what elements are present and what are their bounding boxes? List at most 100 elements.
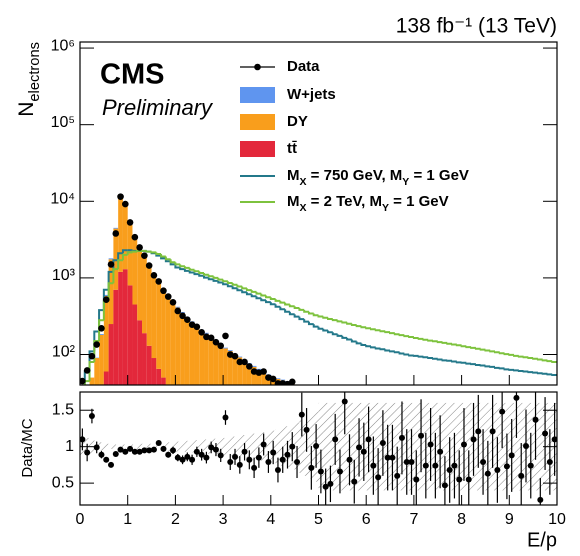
- ratio-point: [351, 478, 358, 485]
- signal-step: [503, 368, 510, 371]
- ratio-point: [131, 448, 138, 455]
- stack-bar: [122, 269, 128, 385]
- data-point: [169, 299, 177, 306]
- ratio-point: [155, 440, 162, 447]
- ratio-point: [360, 448, 367, 455]
- ratio-point: [398, 434, 405, 441]
- mc-uncertainty: [146, 443, 152, 450]
- signal-step: [284, 309, 290, 313]
- data-point: [136, 244, 143, 251]
- ratio-point: [332, 436, 339, 443]
- stack-bar: [218, 343, 224, 385]
- ratio-point: [122, 448, 129, 455]
- signal-step: [369, 328, 376, 331]
- signal-step: [451, 343, 457, 346]
- stack-bar: [122, 203, 128, 270]
- ratio-point: [203, 454, 210, 461]
- data-point: [303, 397, 310, 404]
- ratio-point: [260, 441, 267, 448]
- ratio-point: [542, 430, 549, 437]
- stack-bar: [146, 345, 152, 385]
- legend-label: MX = 2 TeV, MY = 1 GeV: [287, 193, 449, 214]
- data-point: [131, 233, 139, 241]
- signal-step: [121, 253, 128, 261]
- signal-step: [117, 259, 123, 270]
- signal-step: [417, 337, 424, 340]
- stack-bar: [180, 312, 185, 385]
- stack-bar: [199, 330, 205, 385]
- signal-step: [217, 280, 224, 284]
- ratio-point: [346, 456, 353, 463]
- signal-step: [312, 324, 319, 328]
- ratio-point: [446, 467, 453, 474]
- signal-step: [508, 353, 515, 356]
- signal-step: [222, 282, 228, 286]
- signal-step: [107, 282, 114, 301]
- ratio-point: [141, 447, 148, 454]
- signal-step: [441, 341, 448, 344]
- data-point: [184, 316, 191, 323]
- signal-step: [231, 286, 238, 290]
- signal-step: [245, 292, 252, 296]
- signal-step: [150, 251, 157, 254]
- signal-step: [145, 250, 152, 253]
- ratio-point: [265, 458, 272, 465]
- stack-bar: [251, 366, 257, 385]
- ratio-point: [270, 449, 277, 456]
- data-point: [260, 368, 267, 375]
- ratio-point: [460, 441, 467, 448]
- signal-step: [312, 313, 319, 317]
- stack-bar: [208, 337, 214, 385]
- signal-step: [341, 335, 348, 339]
- stack-bar: [103, 294, 109, 297]
- signal-step: [474, 363, 481, 366]
- stack-bar: [237, 357, 243, 385]
- signal-step: [241, 290, 247, 294]
- stack-bar: [275, 378, 281, 379]
- ratio-point: [298, 411, 305, 418]
- mc-uncertainty: [165, 442, 171, 452]
- mc-uncertainty: [156, 443, 162, 451]
- ratio-point: [279, 456, 286, 463]
- ratio-y-tick-label: 1.5: [52, 401, 74, 418]
- signal-step: [236, 284, 243, 288]
- ratio-point: [427, 441, 434, 448]
- signal-step: [470, 346, 476, 349]
- mc-uncertainty: [342, 402, 348, 491]
- stack-bar: [127, 221, 133, 286]
- mc-uncertainty: [184, 440, 190, 453]
- data-point: [179, 312, 186, 320]
- mc-uncertainty: [232, 436, 238, 457]
- x-tick-label: 0: [76, 511, 85, 528]
- ratio-point: [480, 458, 487, 465]
- signal-step: [327, 330, 333, 334]
- signal-step: [288, 311, 295, 316]
- stack-bar: [223, 347, 228, 349]
- stack-bar: [99, 334, 104, 335]
- signal-step: [226, 284, 233, 288]
- stack-bar: [166, 387, 171, 405]
- mc-uncertainty: [375, 402, 381, 491]
- signal-step: [260, 293, 267, 297]
- stack-bar: [142, 333, 147, 385]
- signal-step: [98, 319, 104, 342]
- stack-bar: [146, 265, 152, 346]
- ratio-point: [284, 451, 291, 458]
- ratio-point: [375, 474, 382, 481]
- ratio-point: [527, 462, 534, 469]
- signal-step: [431, 340, 438, 343]
- stack-bar: [127, 285, 133, 385]
- signal-step: [265, 295, 271, 299]
- signal-step: [198, 274, 205, 277]
- signal-step: [112, 259, 119, 272]
- signal-step: [403, 335, 410, 338]
- data-point: [112, 230, 120, 237]
- ratio-point: [98, 451, 105, 458]
- ratio-y-tick-label: 1: [65, 438, 74, 455]
- signal-step: [121, 249, 128, 254]
- data-point: [231, 352, 239, 360]
- signal-step: [522, 356, 529, 359]
- legend-label-part: M: [287, 167, 300, 184]
- ratio-point: [88, 413, 95, 420]
